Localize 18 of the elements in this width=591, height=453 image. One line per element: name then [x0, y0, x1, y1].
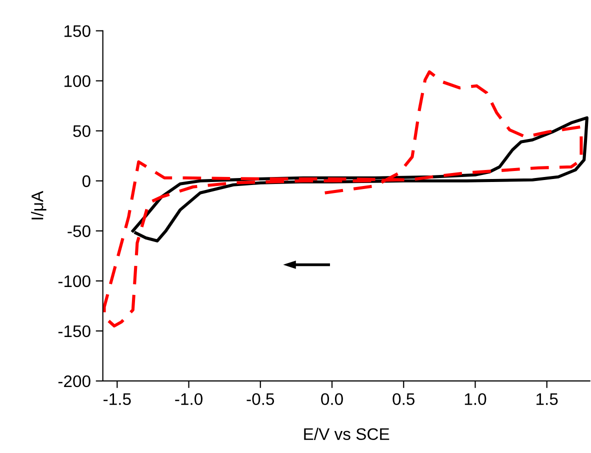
line-series — [102, 70, 583, 328]
y-tick-label: 100 — [64, 75, 90, 88]
y-tick-label: 150 — [64, 25, 90, 38]
x-tick-label: 0.0 — [321, 393, 343, 406]
y-tick-label: 50 — [73, 125, 90, 138]
x-tick-label: -1.5 — [104, 393, 131, 406]
x-tick-label: 0.5 — [392, 393, 415, 406]
x-tick-label: 1.0 — [464, 393, 486, 406]
y-axis-title: I/μA — [31, 190, 46, 220]
y-tick-label: -100 — [58, 275, 90, 288]
y-tick-label: -200 — [58, 375, 90, 388]
x-tick-label: -1.0 — [175, 393, 202, 406]
x-axis-title: E/V vs SCE — [304, 428, 390, 440]
y-tick-label: 0 — [82, 175, 90, 188]
y-tick-label: -50 — [68, 225, 90, 238]
y-tick-label: -150 — [58, 325, 90, 338]
x-tick-label: 1.5 — [536, 393, 558, 406]
x-tick-label: -0.5 — [246, 393, 274, 406]
